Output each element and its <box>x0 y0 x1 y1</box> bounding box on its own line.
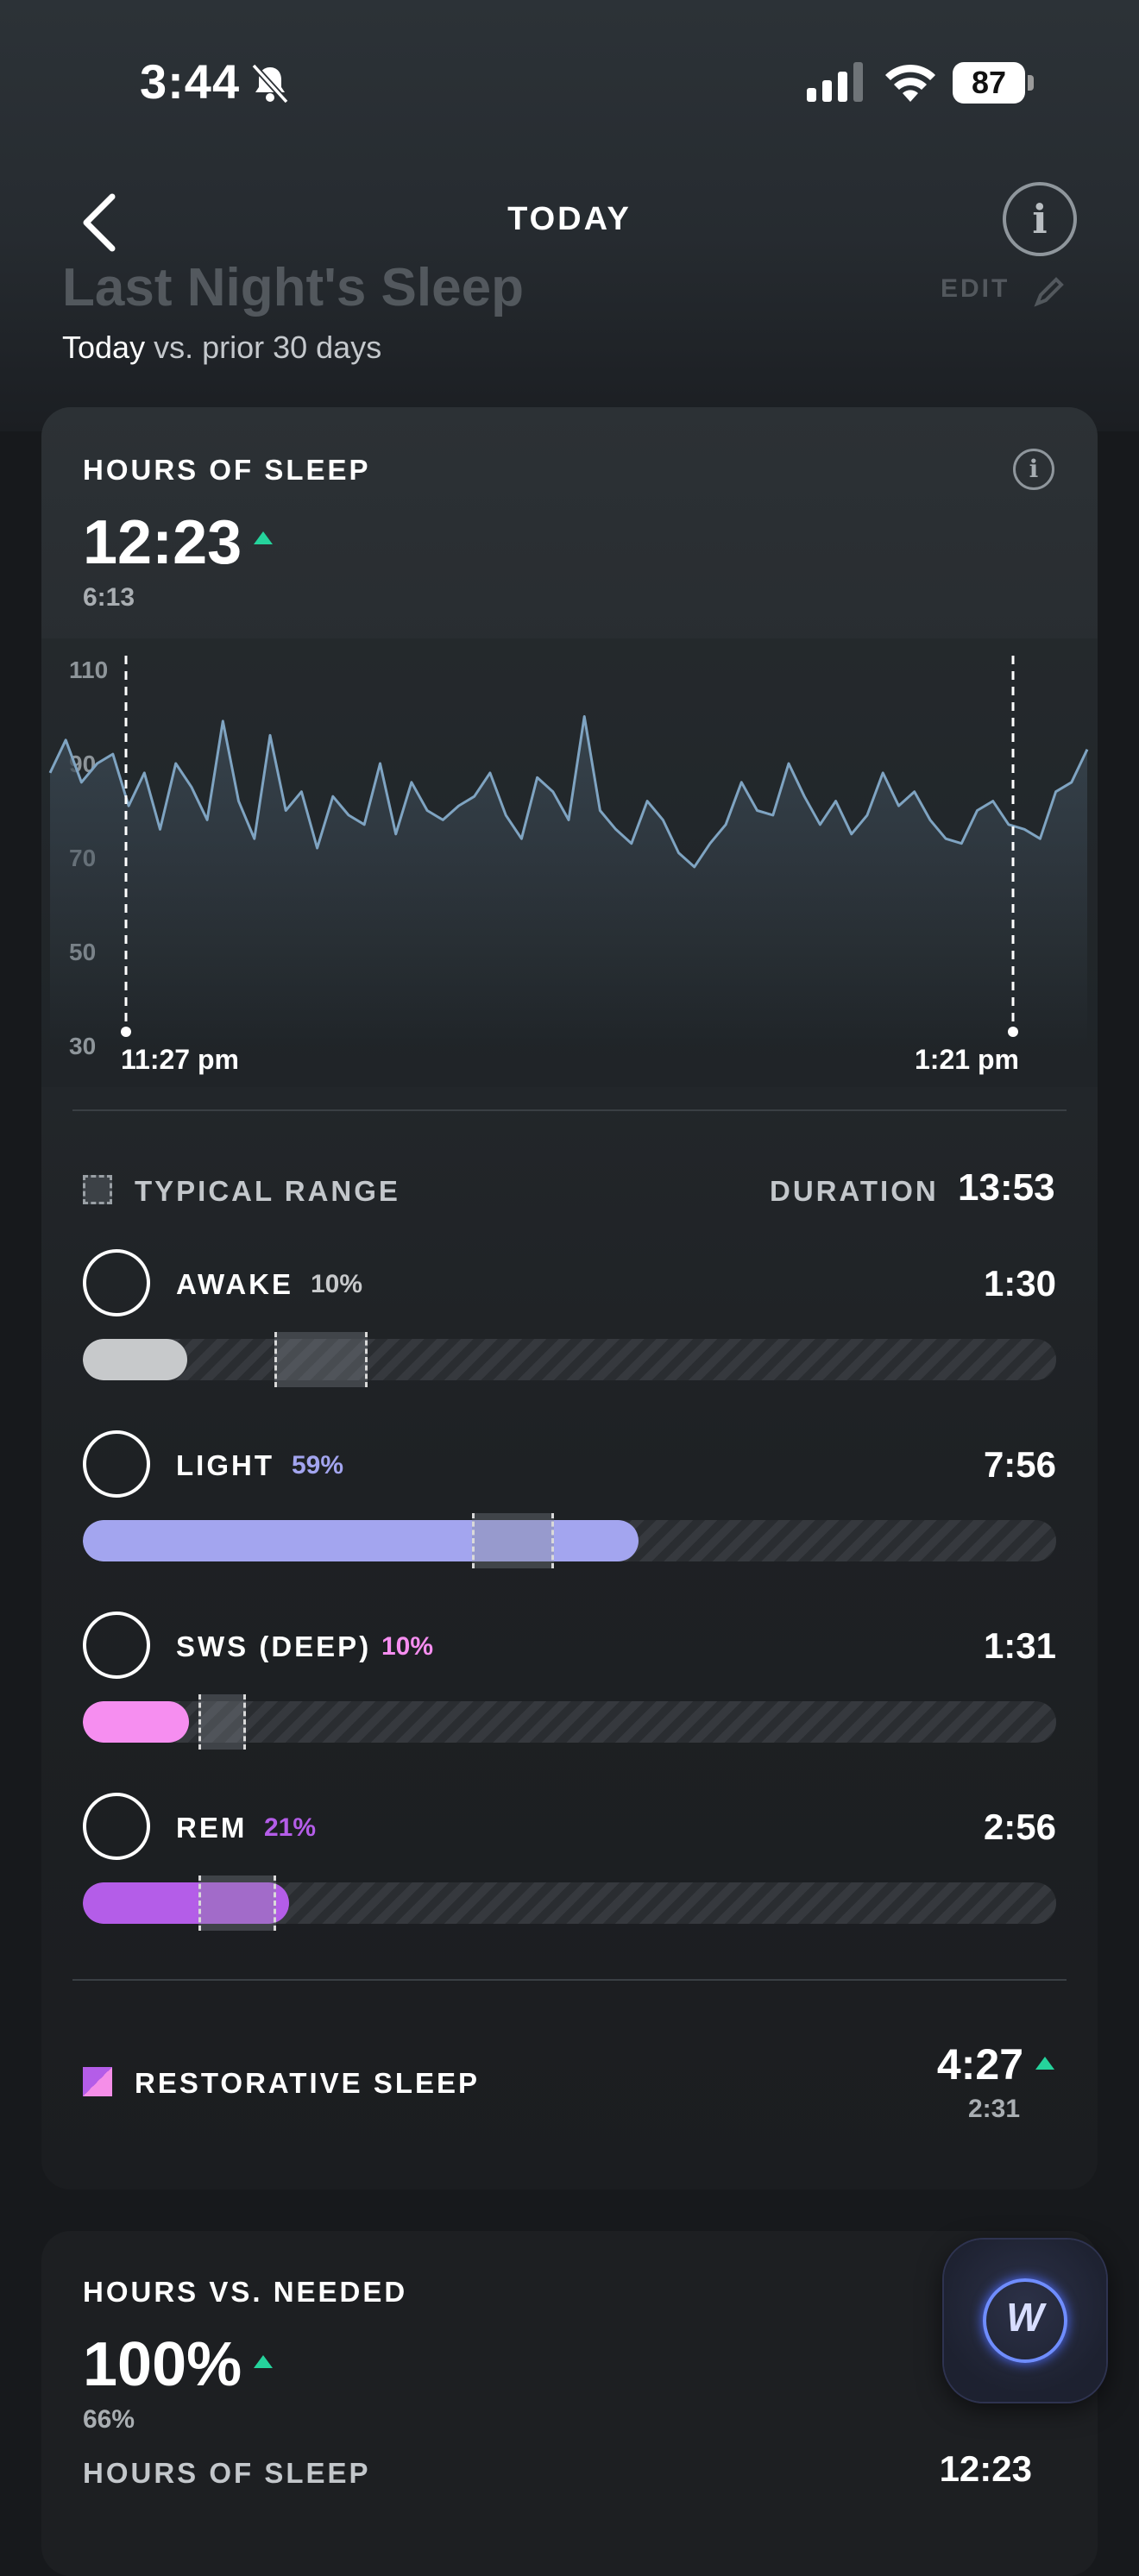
hours-vs-needed-value: 100% <box>83 2330 242 2399</box>
stage-duration: 2:56 <box>983 1806 1056 1847</box>
back-chevron-icon[interactable] <box>79 192 119 254</box>
typical-range-icon <box>83 1175 112 1204</box>
silent-bell-icon <box>251 63 289 104</box>
status-time: 3:44 <box>140 54 241 109</box>
trend-up-icon <box>1035 2057 1054 2070</box>
stage-duration: 7:56 <box>983 1444 1056 1485</box>
restorative-sleep-baseline: 2:31 <box>967 2095 1020 2123</box>
coach-logo-icon: W <box>1006 2295 1044 2340</box>
typical-range-marker <box>274 1332 368 1387</box>
edit-button[interactable]: EDIT <box>941 274 1010 303</box>
hours-info-icon[interactable]: i <box>1013 449 1054 490</box>
hours-of-sleep-label: HOURS OF SLEEP <box>83 454 371 486</box>
heart-rate-area <box>50 716 1087 1046</box>
restorative-sleep-value: 4:27 <box>936 2040 1023 2089</box>
typical-range-marker <box>198 1875 277 1931</box>
comparison-subtitle: Today vs. prior 30 days <box>62 330 381 366</box>
stage-name: SWS (DEEP) <box>176 1630 372 1662</box>
stage-bar <box>83 1339 1056 1380</box>
coach-ring-icon <box>983 2278 1067 2363</box>
page-title: TODAY <box>507 201 632 237</box>
card-divider <box>72 1979 1067 1981</box>
stage-percent: 10% <box>381 1632 434 1661</box>
battery-indicator: 87 <box>953 62 1035 104</box>
card-divider <box>72 1109 1067 1111</box>
hours-vs-needed-label: HOURS VS. NEEDED <box>83 2276 408 2308</box>
typical-range-marker <box>472 1513 554 1568</box>
stage-percent: 59% <box>292 1451 344 1480</box>
top-background <box>0 0 1139 431</box>
stage-bar-fill <box>83 1339 187 1380</box>
trend-up-icon <box>254 531 273 544</box>
subtitle-strong: Today <box>62 330 146 365</box>
sleep-start-dot <box>121 1027 131 1037</box>
subtitle-rest: vs. prior 30 days <box>145 330 382 365</box>
stage-bar-fill <box>83 1520 639 1561</box>
stage-ring-icon <box>83 1249 150 1316</box>
stage-ring-icon <box>83 1793 150 1860</box>
stage-bar-fill <box>83 1882 290 1924</box>
section-title: Last Night's Sleep <box>62 258 524 317</box>
stage-duration: 1:30 <box>983 1263 1056 1304</box>
stage-ring-icon <box>83 1430 150 1498</box>
coach-button[interactable]: W <box>944 2240 1106 2402</box>
hours-vs-needed-baseline: 66% <box>83 2405 135 2434</box>
stage-name: REM <box>176 1812 248 1844</box>
stage-bar-fill <box>83 1701 189 1743</box>
info-button[interactable]: i <box>1003 182 1077 256</box>
stage-name: AWAKE <box>176 1268 294 1300</box>
wifi-icon <box>885 64 935 102</box>
y-tick-label: 110 <box>69 657 108 683</box>
restorative-sleep-icon <box>83 2067 112 2096</box>
restorative-sleep-label: RESTORATIVE SLEEP <box>135 2067 481 2099</box>
hours-of-sleep-row-label: HOURS OF SLEEP <box>83 2457 371 2489</box>
trend-up-icon <box>254 2355 273 2368</box>
sleep-start-time: 11:27 pm <box>121 1044 239 1075</box>
hours-of-sleep-baseline: 6:13 <box>83 583 135 612</box>
typical-range-marker <box>198 1694 247 1750</box>
heart-rate-line <box>48 715 1089 869</box>
hours-of-sleep-value: 12:23 <box>83 508 242 577</box>
sleep-end-dot <box>1008 1027 1018 1037</box>
stage-bar <box>83 1520 1056 1561</box>
stage-duration: 1:31 <box>983 1625 1056 1666</box>
pencil-icon[interactable] <box>1032 274 1067 309</box>
stage-name: LIGHT <box>176 1449 274 1481</box>
heart-rate-chart: 11090705030 <box>41 638 1098 1087</box>
typical-range-label: TYPICAL RANGE <box>135 1175 400 1207</box>
duration-label: DURATION <box>770 1175 939 1207</box>
battery-level: 87 <box>971 65 1007 100</box>
stage-bar <box>83 1882 1056 1924</box>
hours-of-sleep-row-value: 12:23 <box>939 2448 1032 2489</box>
stage-percent: 21% <box>264 1813 317 1842</box>
duration-total: 13:53 <box>958 1166 1055 1209</box>
stage-ring-icon <box>83 1612 150 1679</box>
cellular-signal-icon <box>807 62 863 102</box>
sleep-end-time: 1:21 pm <box>915 1044 1019 1075</box>
stage-percent: 10% <box>311 1270 363 1298</box>
